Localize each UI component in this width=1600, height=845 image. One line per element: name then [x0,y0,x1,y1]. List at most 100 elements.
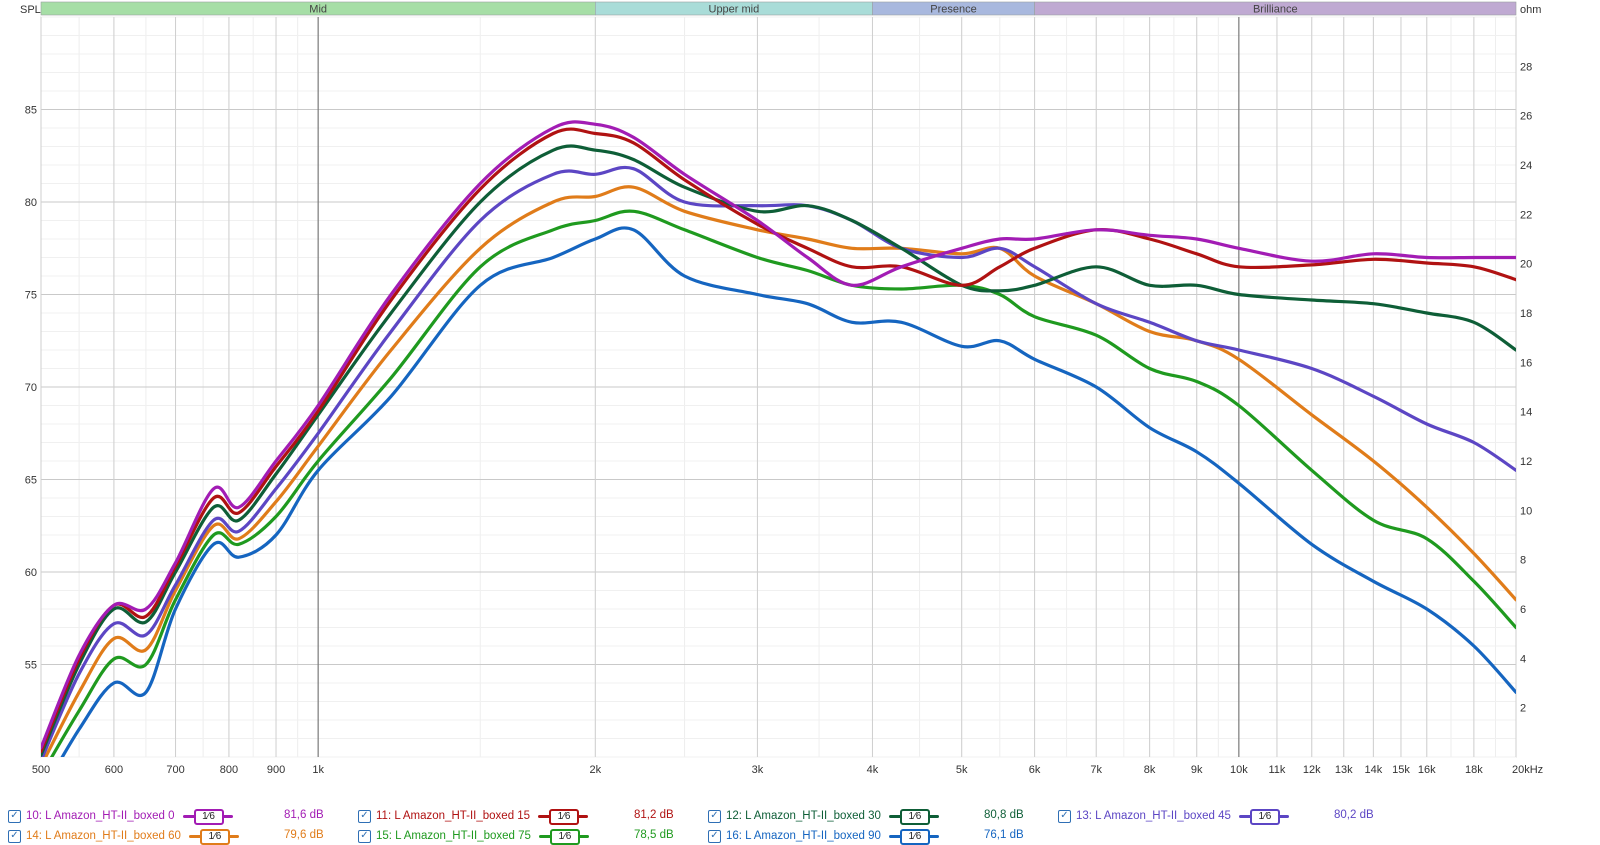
series-line [60,226,1516,757]
series-line [41,127,1516,754]
x-tick-label: 3k [752,764,764,776]
x-tick-label: 10k [1230,764,1248,776]
x-tick-label: 1k [312,764,324,776]
y2-tick-label: 14 [1520,407,1532,419]
frequency-response-chart: 55 60 65 70 75 80 85 500 600 700 800 900 1k 2k 3k 4k 5k 6… [20,1,1543,776]
x-tick-label: 5k [956,764,968,776]
band-label: Brilliance [1253,4,1298,16]
legend-series-name: 12: L Amazon_HT-II_boxed 30 [726,810,881,822]
x-tick-label: 600 [105,764,123,776]
smoothing-button[interactable]: 1⁄6 [1238,809,1289,825]
smoothing-label: 1⁄6 [199,829,230,845]
x-tick-label: 12k [1303,764,1321,776]
legend-item[interactable]: ✓ 10: L Amazon_HT-II_boxed 0 1⁄6 [8,807,233,825]
x-tick-label: 7k [1090,764,1102,776]
series-line [41,165,1516,757]
y2-tick-label: 16 [1520,357,1532,369]
series-checkbox[interactable]: ✓ [358,809,371,823]
smoothing-button[interactable]: 1⁄6 [538,809,589,825]
y2-axis-title: ohm [1520,4,1541,16]
series-legend: ✓ 10: L Amazon_HT-II_boxed 0 1⁄6 81,6 dB ✓ 11… [0,809,1600,845]
x-tick-label: 18k [1465,764,1483,776]
legend-value: 78,5 dB [634,829,674,841]
x-tick-label: 13k [1335,764,1353,776]
x-tick-label: 2k [589,764,601,776]
legend-series-name: 11: L Amazon_HT-II_boxed 15 [376,810,531,822]
smoothing-button[interactable]: 1⁄6 [888,809,939,825]
x-tick-label: 500 [32,764,50,776]
legend-item[interactable]: ✓ 15: L Amazon_HT-II_boxed 75 1⁄6 [358,827,589,845]
series-checkbox[interactable]: ✓ [358,829,371,843]
series-line [49,209,1516,757]
band-label: Mid [309,4,327,16]
smoothing-label: 1⁄6 [1249,809,1280,825]
y-tick-label: 55 [25,660,37,672]
x-tick-label: 16k [1418,764,1436,776]
y2-tick-label: 2 [1520,703,1526,715]
legend-item[interactable]: ✓ 13: L Amazon_HT-II_boxed 45 1⁄6 [1058,807,1289,825]
x-tick-label: 800 [220,764,238,776]
legend-series-name: 16: L Amazon_HT-II_boxed 90 [726,830,881,842]
y2-tick-label: 4 [1520,653,1526,665]
x-tick-label: 14k [1365,764,1383,776]
smoothing-button[interactable]: 1⁄6 [888,829,939,845]
smoothing-label: 1⁄6 [549,809,580,825]
x-tick-label: 6k [1029,764,1041,776]
series-checkbox[interactable]: ✓ [1058,809,1071,823]
x-tick-label: 15k [1392,764,1410,776]
legend-value: 79,6 dB [284,829,324,841]
x-tick-label: 11k [1268,764,1285,776]
x-tick-label: 900 [267,764,285,776]
legend-item[interactable]: ✓ 16: L Amazon_HT-II_boxed 90 1⁄6 [708,827,939,845]
series-checkbox[interactable]: ✓ [708,809,721,823]
band-label: Upper mid [709,4,760,16]
legend-series-name: 14: L Amazon_HT-II_boxed 60 [26,830,181,842]
band-brilliance [1034,1,1517,16]
y-tick-label: 85 [25,105,37,117]
legend-value: 80,2 dB [1334,809,1374,821]
y2-tick-label: 28 [1520,61,1532,73]
smoothing-label: 1⁄6 [193,809,224,825]
smoothing-button[interactable]: 1⁄6 [182,809,233,825]
series-checkbox[interactable]: ✓ [8,829,21,843]
legend-value: 80,8 dB [984,809,1024,821]
smoothing-label: 1⁄6 [899,809,930,825]
legend-value: 81,6 dB [284,809,324,821]
x-tick-label: 4k [867,764,879,776]
y-axis-title: SPL [20,4,41,16]
y2-tick-label: 18 [1520,308,1532,320]
y2-tick-label: 12 [1520,456,1532,468]
y-tick-label: 70 [25,382,37,394]
y2-tick-label: 10 [1520,505,1532,517]
legend-series-name: 10: L Amazon_HT-II_boxed 0 [26,810,175,822]
legend-item[interactable]: ✓ 12: L Amazon_HT-II_boxed 30 1⁄6 [708,807,939,825]
smoothing-button[interactable]: 1⁄6 [188,829,239,845]
y2-tick-label: 8 [1520,555,1526,567]
y2-tick-label: 22 [1520,209,1532,221]
y2-tick-label: 6 [1520,604,1526,616]
legend-series-name: 13: L Amazon_HT-II_boxed 45 [1076,810,1231,822]
band-label: Presence [930,4,976,16]
y2-tick-label: 20 [1520,259,1532,271]
x-tick-label: 700 [166,764,184,776]
legend-item[interactable]: ✓ 11: L Amazon_HT-II_boxed 15 1⁄6 [358,807,589,825]
y-tick-label: 80 [25,197,37,209]
y-tick-label: 75 [25,290,37,302]
y-tick-label: 60 [25,567,37,579]
smoothing-label: 1⁄6 [549,829,580,845]
series-checkbox[interactable]: ✓ [708,829,721,843]
series-checkbox[interactable]: ✓ [8,809,21,823]
legend-value: 81,2 dB [634,809,674,821]
x-tick-label: 8k [1144,764,1156,776]
series-line [43,185,1516,757]
y2-tick-label: 24 [1520,160,1532,172]
legend-value: 76,1 dB [984,829,1024,841]
smoothing-label: 1⁄6 [899,829,930,845]
y2-tick-label: 26 [1520,111,1532,123]
y-tick-label: 65 [25,475,37,487]
smoothing-button[interactable]: 1⁄6 [538,829,589,845]
legend-series-name: 15: L Amazon_HT-II_boxed 75 [376,830,531,842]
x-tick-label: 9k [1191,764,1203,776]
legend-item[interactable]: ✓ 14: L Amazon_HT-II_boxed 60 1⁄6 [8,827,239,845]
x-tick-label: 20kHz [1512,764,1543,776]
